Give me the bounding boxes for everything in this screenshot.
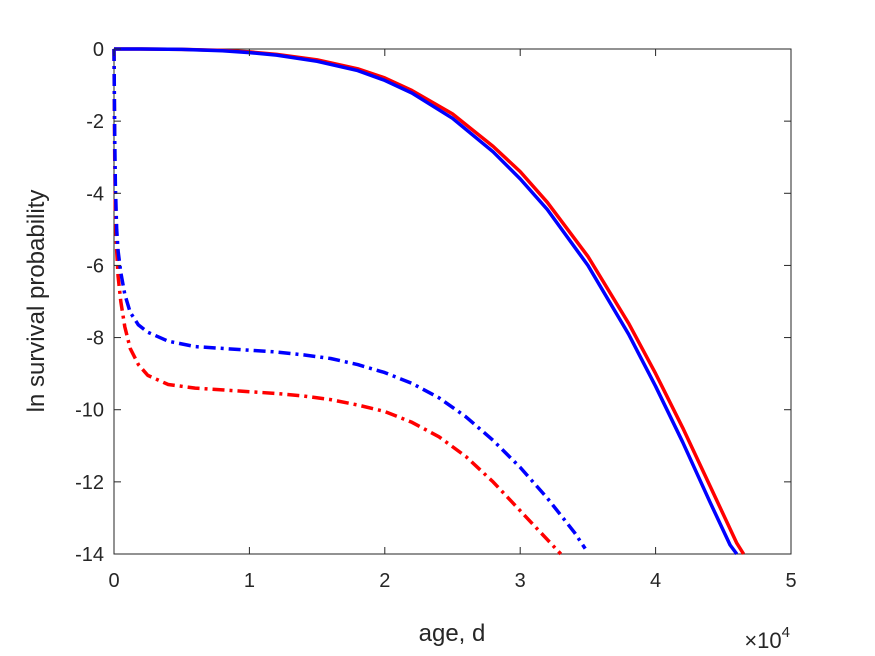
x-axis-ticks: 0 1 2 3 4 5 [108, 49, 797, 592]
y-axis-ticks: 0 -2 -4 -6 -8 -10 -12 -14 [75, 39, 791, 566]
series-line-4 [112, 48, 587, 550]
series-layer [112, 47, 746, 556]
y-tick-label: -14 [75, 544, 104, 566]
x-tick-label: 5 [785, 570, 796, 592]
y-tick-label: -8 [86, 328, 104, 350]
y-axis-label: ln survival probability [23, 190, 50, 413]
x-tick-label: 4 [650, 570, 661, 592]
x-axis-label: age, d [419, 620, 486, 647]
x-tick-label: 1 [244, 570, 255, 592]
series-line-2 [114, 47, 739, 556]
y-tick-label: -10 [75, 400, 104, 422]
y-tick-label: -2 [86, 111, 104, 133]
x-axis-multiplier-base: ×10 [744, 628, 781, 653]
y-tick-label: -6 [86, 255, 104, 277]
y-tick-label: -4 [86, 183, 104, 205]
x-tick-label: 3 [515, 570, 526, 592]
plot-area [113, 48, 792, 555]
x-axis-multiplier-exponent: 4 [782, 624, 790, 641]
series-line-3 [112, 48, 563, 556]
y-tick-label: 0 [93, 39, 104, 61]
x-axis-multiplier: ×104 [744, 624, 790, 653]
y-tick-label: -12 [75, 472, 104, 494]
x-tick-label: 0 [108, 570, 119, 592]
x-tick-label: 2 [379, 570, 390, 592]
